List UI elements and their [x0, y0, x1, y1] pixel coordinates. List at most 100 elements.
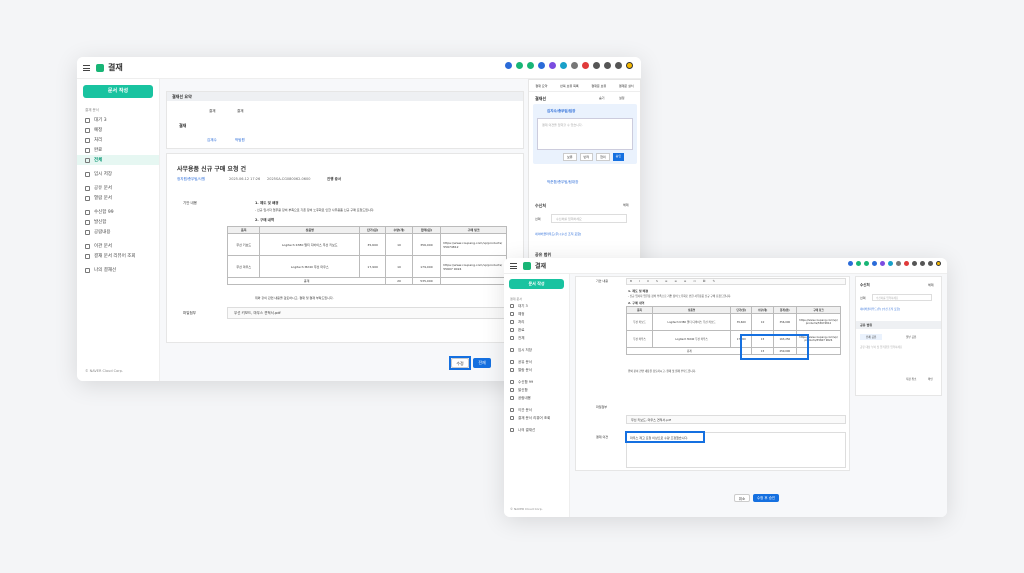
new-document-button[interactable]: 문서 작성 — [509, 279, 564, 289]
drive-icon[interactable] — [880, 261, 885, 266]
sidebar-item-my-line[interactable]: 나의 결재선 — [77, 265, 159, 275]
contacts-icon[interactable] — [560, 62, 567, 69]
comment-input[interactable]: 결재 의견을 입력할 수 있습니다. — [537, 118, 633, 150]
chat-icon[interactable] — [856, 261, 861, 266]
help-icon[interactable] — [604, 62, 611, 69]
sidebar-item-reviewer[interactable]: 결재 문서 리뷰어 조회 — [77, 251, 159, 261]
home-icon[interactable] — [505, 62, 512, 69]
calendar-icon[interactable] — [538, 62, 545, 69]
app-logo[interactable]: 결재 — [510, 261, 546, 270]
share-all-option[interactable]: 전체 공유 — [860, 334, 883, 340]
sidebar-item-read[interactable]: 열람 문서 — [77, 193, 159, 203]
sidebar-item-received[interactable]: 수신함 99 — [504, 378, 569, 386]
attachment-file[interactable]: 무선 키보드, 마우스 견적서.pdf — [234, 311, 281, 315]
gear-icon[interactable] — [615, 62, 622, 69]
tab-hold[interactable]: 결재문 보류 — [591, 83, 607, 88]
author-meta[interactable]: 정지원/총무팀/사원 — [177, 177, 206, 181]
sidebar-item-read[interactable]: 열람 문서 — [504, 366, 569, 374]
tab-summary[interactable]: 결재 요약 — [535, 83, 548, 88]
notification-icon[interactable] — [904, 261, 909, 266]
hold-button[interactable]: 보류 — [563, 153, 577, 161]
edit-button[interactable]: 수정 — [451, 358, 469, 368]
approver-name[interactable]: 김지수/총무팀/팀장 — [547, 109, 576, 113]
recipient-clear[interactable]: 해제 — [928, 283, 934, 287]
sidebar-item-processed[interactable]: 처리 — [77, 135, 159, 145]
approve-action-button[interactable]: 승인 — [612, 153, 625, 161]
cancel-button[interactable]: 취소 — [734, 494, 750, 502]
avatar[interactable] — [936, 261, 941, 266]
menu-icon[interactable] — [83, 64, 90, 71]
sidebar-item-drafts[interactable]: 임시 저장 — [77, 169, 159, 179]
approver-2[interactable]: 박팀원 — [235, 138, 245, 142]
mail-icon[interactable] — [527, 62, 534, 69]
sidebar-item-sent[interactable]: 발신함 — [504, 386, 569, 394]
sidebar-item-transferred[interactable]: 이관 문서 — [504, 406, 569, 414]
gear-icon[interactable] — [928, 261, 933, 266]
chat-icon[interactable] — [516, 62, 523, 69]
share-partial-option[interactable]: 일부 공유 — [906, 336, 917, 339]
menu-icon[interactable] — [510, 262, 517, 269]
notification-icon[interactable] — [582, 62, 589, 69]
cell-link[interactable]: https://www.coupang.com/vp/products/5567… — [795, 313, 842, 331]
cell[interactable]: 10 — [751, 313, 774, 331]
sidebar-item-transferred[interactable]: 이관 문서 — [77, 241, 159, 251]
comment-textarea[interactable]: 마우스 제고 요청 이상으로 수량 조정했습니다. — [626, 432, 846, 468]
reject-button[interactable]: 반려 — [579, 153, 594, 161]
sidebar-item-completed[interactable]: 완료 — [77, 145, 159, 155]
recipient-input[interactable]: 수신처를 입력하세요 — [872, 294, 932, 301]
sidebar-item-scheduled[interactable]: 예정 — [504, 310, 569, 318]
app-logo[interactable]: 결재 — [83, 62, 123, 73]
recipient-clear[interactable]: 해제 — [623, 203, 629, 207]
tab-setup[interactable]: 결재문 설치 — [618, 83, 634, 88]
consult-button[interactable]: 협의 — [596, 153, 610, 161]
sidebar-item-circulated[interactable]: 공람내용 — [77, 227, 159, 237]
home-icon[interactable] — [848, 261, 853, 266]
avatar[interactable] — [626, 62, 633, 69]
cell-link[interactable]: https://www.coupang.com/vp/products/5560… — [440, 255, 507, 278]
recipient-input[interactable]: 수신처를 입력하세요 — [551, 214, 627, 223]
sidebar-item-my-line[interactable]: 나의 결재선 — [504, 426, 569, 434]
settings-button[interactable]: 설정 — [619, 96, 625, 100]
sidebar-item-shared[interactable]: 공유 문서 — [77, 183, 159, 193]
sidebar-item-waiting[interactable]: 대기 3 — [504, 302, 569, 310]
sidebar-item-scheduled[interactable]: 예정 — [77, 125, 159, 135]
sidebar-item-completed[interactable]: 완료 — [504, 326, 569, 334]
sidebar-item-sent[interactable]: 발신함 — [77, 217, 159, 227]
next-approver[interactable]: 박준환/총무팀/팀대장 — [547, 180, 579, 184]
sidebar-item-waiting[interactable]: 대기 3 — [77, 115, 159, 125]
share-title: 공유 범위 — [860, 323, 873, 327]
sidebar-item-shared[interactable]: 공유 문서 — [504, 358, 569, 366]
sidebar-item-all[interactable]: 전체 — [77, 155, 159, 165]
org-icon[interactable] — [912, 261, 917, 266]
sidebar-item-circulated[interactable]: 공람내용 — [504, 394, 569, 402]
tab-hold-list[interactable]: 반복 보류 목록 — [560, 83, 579, 88]
org-icon[interactable] — [593, 62, 600, 69]
sidebar-item-all[interactable]: 전체 — [504, 334, 569, 342]
mail-icon[interactable] — [864, 261, 869, 266]
recipient-select[interactable]: 선택 — [860, 296, 866, 300]
recipient-select[interactable]: 선택 — [535, 217, 541, 221]
calendar-icon[interactable] — [872, 261, 877, 266]
sidebar-item-drafts[interactable]: 임시 저장 — [504, 346, 569, 354]
new-document-button[interactable]: 문서 작성 — [83, 85, 153, 98]
approve-button[interactable]: 전재 — [473, 358, 491, 368]
help-icon[interactable] — [920, 261, 925, 266]
transfer-icon — [85, 243, 90, 249]
approver-1[interactable]: 김재수 — [207, 138, 217, 142]
save-approve-button[interactable]: 수정 후 승인 — [753, 494, 779, 502]
apps-grid-icon[interactable] — [896, 261, 901, 266]
editor-toolbar[interactable]: B I U S ≡ ≡ ≡ ⇔ ⌘ ✎ — [626, 278, 846, 285]
apps-grid-icon[interactable] — [571, 62, 578, 69]
recipient-link[interactable]: 네이버클라우드(주) [수신 조직 포함] — [535, 232, 582, 236]
share-confirm-button[interactable]: 확인 — [928, 378, 933, 381]
contacts-icon[interactable] — [888, 261, 893, 266]
sidebar-item-reviewer[interactable]: 결재 문서 리뷰어 조회 — [504, 414, 569, 422]
drive-icon[interactable] — [549, 62, 556, 69]
sidebar-item-processed[interactable]: 처리 — [504, 318, 569, 326]
sidebar-item-received[interactable]: 수신함 99 — [77, 207, 159, 217]
recipient-link[interactable]: 네이버클라우드(주) [수신 조직 포함] — [860, 308, 900, 311]
collapse-button[interactable]: 숨기 — [599, 96, 605, 100]
share-cancel-button[interactable]: 저장 취소 — [906, 378, 917, 381]
attachment-file[interactable]: 무선 키보드, 마우스 견적서.pdf — [631, 418, 671, 422]
cell-link[interactable]: https://www.coupang.com/vp/products/5567… — [440, 233, 507, 256]
